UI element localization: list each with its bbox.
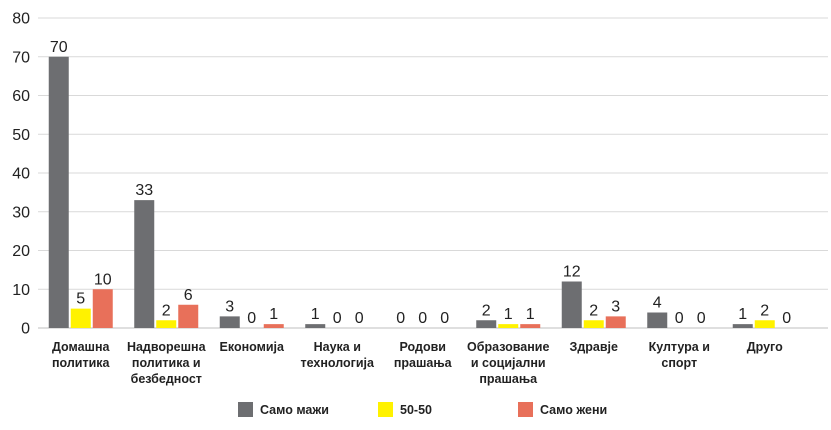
category-label-line: прашања — [479, 372, 538, 386]
bar — [583, 320, 604, 328]
legend-label: Само мажи — [260, 403, 329, 417]
y-tick-label: 20 — [12, 243, 30, 260]
data-label: 1 — [526, 306, 535, 323]
data-label: 0 — [440, 310, 449, 327]
bar — [476, 320, 497, 328]
data-label: 70 — [50, 39, 68, 56]
bar — [561, 281, 582, 328]
data-label: 1 — [311, 306, 320, 323]
legend-swatch — [518, 402, 533, 417]
legend-label: Само жени — [540, 403, 607, 417]
y-tick-label: 60 — [12, 88, 30, 105]
bar — [605, 316, 626, 328]
bar — [156, 320, 177, 328]
category-label-line: Здравје — [570, 340, 619, 354]
data-label: 6 — [184, 287, 193, 304]
category-label-line: безбедност — [131, 372, 202, 386]
data-label: 1 — [269, 306, 278, 323]
data-label: 0 — [396, 310, 405, 327]
data-label: 1 — [738, 306, 747, 323]
data-label: 4 — [653, 295, 662, 312]
bar — [520, 324, 541, 328]
category-label: Култура и спорт — [649, 340, 710, 370]
category-label-line: Култура и — [649, 340, 710, 354]
category-label-line: Економија — [220, 340, 285, 354]
bar — [219, 316, 240, 328]
data-label: 0 — [418, 310, 427, 327]
y-tick-label: 0 — [21, 321, 30, 338]
category-label-line: Наука и — [314, 340, 361, 354]
data-label: 0 — [333, 310, 342, 327]
category-label: Економија — [220, 340, 285, 354]
category-label-line: Родови — [400, 340, 446, 354]
y-tick-label: 80 — [12, 11, 30, 28]
data-label: 33 — [135, 182, 153, 199]
category-label-line: Надворешна — [127, 340, 207, 354]
data-label: 2 — [760, 302, 769, 319]
legend-swatch — [378, 402, 393, 417]
bar — [754, 320, 775, 328]
bar — [48, 56, 69, 328]
data-label: 0 — [782, 310, 791, 327]
data-label: 0 — [247, 310, 256, 327]
bar — [263, 324, 284, 328]
category-label-line: Домашна — [52, 340, 111, 354]
data-label: 0 — [697, 310, 706, 327]
category-label-line: Друго — [747, 340, 783, 354]
bar — [732, 324, 753, 328]
category-label: Наука и технологија — [301, 340, 376, 370]
category-label: Надворешна политика и безбедност — [127, 340, 207, 386]
data-label: 3 — [611, 298, 620, 315]
y-tick-label: 40 — [12, 166, 30, 183]
bar — [647, 312, 668, 328]
data-label: 2 — [482, 302, 491, 319]
bar — [178, 304, 199, 328]
legend-label: 50-50 — [400, 403, 432, 417]
category-label: Друго — [747, 340, 783, 354]
category-label-line: прашања — [394, 356, 453, 370]
data-label: 2 — [589, 302, 598, 319]
data-label: 2 — [162, 302, 171, 319]
y-tick-label: 70 — [12, 49, 30, 66]
data-label: 1 — [504, 306, 513, 323]
category-label-line: спорт — [661, 356, 697, 370]
data-label: 12 — [563, 264, 581, 281]
bar — [134, 200, 155, 328]
category-label-line: политика — [52, 356, 111, 370]
data-label: 3 — [225, 298, 234, 315]
category-label: Домашна политика — [52, 340, 111, 370]
data-label: 5 — [76, 291, 85, 308]
bar — [305, 324, 326, 328]
category-label-line: и социјални — [471, 356, 546, 370]
category-label: Образование и социјални прашања — [467, 340, 549, 386]
data-label: 0 — [675, 310, 684, 327]
category-label-line: технологија — [301, 356, 376, 370]
data-label: 10 — [94, 271, 112, 288]
y-tick-label: 30 — [12, 204, 30, 221]
data-label: 0 — [355, 310, 364, 327]
y-tick-label: 50 — [12, 127, 30, 144]
legend-swatch — [238, 402, 253, 417]
bar — [70, 308, 91, 328]
category-label: Здравје — [570, 340, 619, 354]
category-label: Родови прашања — [394, 340, 453, 370]
y-tick-label: 10 — [12, 282, 30, 299]
bar — [92, 289, 113, 328]
category-label-line: Образование — [467, 340, 549, 354]
category-label-line: политика и — [132, 356, 201, 370]
bar — [498, 324, 519, 328]
